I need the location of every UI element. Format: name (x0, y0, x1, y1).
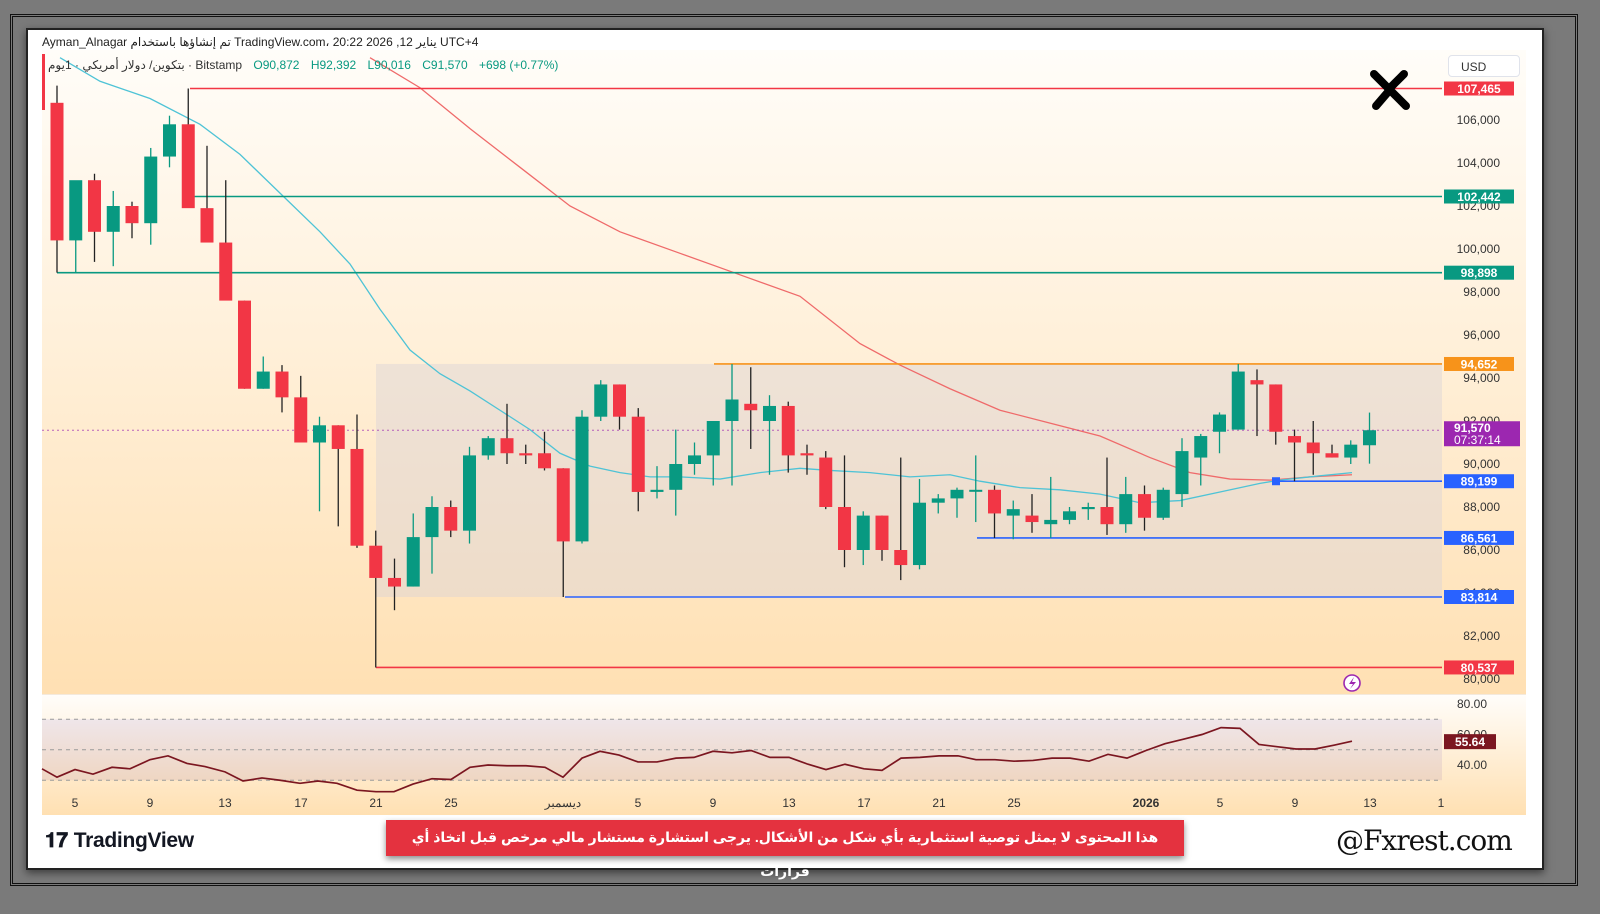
svg-text:80,537: 80,537 (1461, 661, 1498, 675)
ohlc-close: C91,570 (422, 58, 468, 72)
tradingview-logo[interactable]: 𝟏𝟕 TradingView (45, 829, 194, 853)
svg-text:107,465: 107,465 (1457, 82, 1501, 96)
svg-text:86,561: 86,561 (1461, 531, 1498, 545)
horizontal-levels[interactable] (57, 87, 1442, 669)
svg-text:102,442: 102,442 (1457, 190, 1501, 204)
svg-text:9: 9 (1292, 796, 1299, 810)
svg-text:94,652: 94,652 (1461, 357, 1498, 371)
svg-text:89,199: 89,199 (1461, 475, 1498, 489)
level-price-tag (1444, 660, 1514, 675)
time-axis[interactable]: 5 9 13 17 21 25 ديسمبر 5 9 13 17 21 25 2026 5 9 13 1 (72, 796, 1445, 810)
tradingview-mark-icon: 𝟏𝟕 (45, 829, 68, 852)
svg-text:106,000: 106,000 (1457, 113, 1501, 127)
svg-text:9: 9 (710, 796, 717, 810)
fxrest-watermark: @Fxrest.com (1336, 824, 1513, 857)
level-price-tag (1444, 474, 1514, 489)
disclaimer-banner: هذا المحتوى لا يمثل توصية استثمارية بأي … (386, 820, 1184, 879)
outer-frame (10, 14, 1578, 886)
level-price-tag (1444, 356, 1514, 371)
chart-attribution: Ayman_Alnagar تم إنشاؤها باستخدام Tradin… (42, 35, 479, 49)
svg-text:21: 21 (369, 796, 383, 810)
svg-text:86,000: 86,000 (1463, 543, 1500, 557)
svg-text:5: 5 (72, 796, 79, 810)
svg-text:ديسمبر: ديسمبر (544, 796, 582, 810)
svg-text:100,000: 100,000 (1457, 242, 1501, 256)
svg-text:17: 17 (857, 796, 871, 810)
svg-text:82,000: 82,000 (1463, 629, 1500, 643)
svg-text:98,000: 98,000 (1463, 285, 1500, 299)
level-price-tag (1444, 589, 1514, 604)
svg-text:25: 25 (444, 796, 458, 810)
svg-text:94,000: 94,000 (1463, 371, 1500, 385)
svg-text:83,814: 83,814 (1461, 590, 1498, 604)
level-price-tag (1444, 530, 1514, 545)
svg-text:17: 17 (294, 796, 308, 810)
ohlc-low: L90,016 (367, 58, 411, 72)
svg-text:80,000: 80,000 (1463, 672, 1500, 686)
svg-text:1: 1 (1438, 796, 1445, 810)
svg-text:88,000: 88,000 (1463, 500, 1500, 514)
tradingview-wordmark: TradingView (73, 829, 194, 852)
svg-text:21: 21 (932, 796, 946, 810)
svg-text:40.00: 40.00 (1457, 758, 1487, 772)
svg-text:80.00: 80.00 (1457, 697, 1487, 711)
svg-text:104,000: 104,000 (1457, 156, 1501, 170)
alert-lightning-icon[interactable] (1343, 674, 1361, 692)
ema-slow-line (369, 57, 1353, 481)
level-price-tag (1444, 189, 1514, 204)
ohlc-open: O90,872 (253, 58, 300, 72)
symbol-ohlc-legend[interactable]: بتكوين/ دولار أمريكي · 1يوم · Bitstamp O… (48, 58, 566, 72)
svg-text:07:37:14: 07:37:14 (1454, 433, 1501, 447)
svg-text:13: 13 (218, 796, 232, 810)
level-price-tag (1444, 81, 1514, 96)
symbol-title[interactable]: بتكوين/ دولار أمريكي · 1يوم · Bitstamp (48, 58, 243, 72)
svg-text:96,000: 96,000 (1463, 328, 1500, 342)
svg-text:5: 5 (1217, 796, 1224, 810)
fxrest-x-logo-icon (1370, 70, 1410, 110)
ohlc-high: H92,392 (310, 58, 357, 72)
svg-text:91,570: 91,570 (1454, 421, 1491, 435)
svg-text:9: 9 (147, 796, 154, 810)
rsi-indicator (41, 718, 1442, 793)
svg-text:25: 25 (1007, 796, 1021, 810)
svg-text:13: 13 (782, 796, 796, 810)
symbol-marker (42, 54, 45, 110)
svg-text:98,898: 98,898 (1461, 266, 1498, 280)
level-price-tag (1444, 265, 1514, 280)
currency-button[interactable]: USD (1448, 55, 1520, 77)
svg-text:90,000: 90,000 (1463, 457, 1500, 471)
svg-text:2026: 2026 (1133, 796, 1160, 810)
level-labels: 107,465 102,442 98,898 94,652 89,199 86,561 83… (1444, 81, 1520, 675)
candlestick-series (50, 85, 1376, 668)
price-pane-bg (42, 50, 1526, 694)
svg-text:13: 13 (1363, 796, 1377, 810)
svg-text:55.64: 55.64 (1455, 735, 1485, 749)
svg-text:5: 5 (635, 796, 642, 810)
ohlc-change: +698 (+0.77%) (478, 58, 559, 72)
